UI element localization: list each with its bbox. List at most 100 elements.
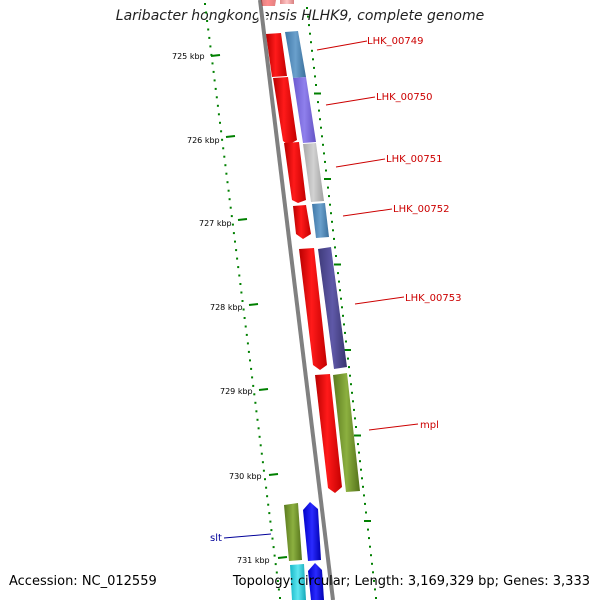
scale-dot: [271, 537, 274, 540]
genome-backbone: [258, 0, 335, 600]
cds-feature[interactable]: [293, 205, 311, 239]
cds-feature[interactable]: [293, 77, 316, 143]
scale-dot: [331, 220, 333, 223]
scale-dot: [364, 520, 371, 522]
scale-dot: [265, 486, 268, 489]
scale-dot: [272, 546, 275, 549]
scale-dot: [329, 203, 331, 206]
scale-dot: [229, 206, 232, 209]
outer-minor-ticks: [306, 7, 377, 599]
cds-feature[interactable]: [303, 502, 321, 561]
scale-dot: [268, 512, 271, 515]
scale-dot: [358, 451, 360, 454]
scale-tick: 726 kbp: [187, 135, 236, 145]
gene-label-text: slt: [210, 533, 222, 544]
cds-feature[interactable]: [280, 0, 294, 4]
gene-label-text: LHK_00750: [376, 92, 432, 103]
scale-dot: [323, 152, 325, 155]
gene-label-mpl[interactable]: mpl: [368, 420, 439, 431]
scale-dot: [251, 376, 254, 379]
cds-feature[interactable]: [318, 247, 347, 369]
scale-dot: [315, 84, 317, 86]
scale-dot: [320, 126, 322, 129]
cds-feature[interactable]: [308, 563, 324, 600]
cds-feature[interactable]: [312, 203, 329, 238]
gene-label-lhk-00753[interactable]: LHK_00753: [354, 293, 461, 305]
cds-feature[interactable]: [333, 373, 360, 492]
scale-dot: [207, 28, 210, 31]
gene-label-slt[interactable]: slt: [210, 533, 272, 544]
scale-dot: [367, 528, 369, 531]
scale-dot: [253, 393, 256, 396]
cds-feature[interactable]: [261, 0, 276, 6]
scale-dot: [250, 367, 253, 370]
scale-dot: [318, 109, 320, 112]
scale-dot: [212, 70, 215, 73]
cds-feature[interactable]: [299, 248, 327, 370]
scale-dot: [273, 554, 276, 557]
scale-dot: [344, 349, 351, 351]
cds-track-reverse: [280, 0, 360, 600]
cds-feature[interactable]: [315, 374, 342, 493]
scale-dot: [252, 384, 255, 387]
scale-tick-label: 725 kbp: [172, 52, 205, 61]
cds-feature[interactable]: [290, 564, 306, 600]
scale-dot: [210, 53, 213, 56]
scale-dot: [345, 340, 347, 343]
scale-dot: [224, 164, 227, 167]
gene-label-lhk-00749[interactable]: LHK_00749: [316, 36, 423, 51]
cds-feature[interactable]: [284, 142, 306, 203]
scale-dot: [206, 20, 209, 22]
scale-tick-label: 730 kbp: [229, 472, 262, 481]
scale-dot: [243, 317, 246, 319]
scale-dot: [344, 331, 346, 334]
scale-dot: [309, 32, 311, 35]
scale-dot: [261, 461, 264, 464]
scale-dot: [317, 101, 319, 104]
scale-dot: [342, 314, 344, 317]
scale-dot: [223, 155, 226, 158]
scale-tick: 729 kbp: [220, 387, 269, 396]
scale-dot: [339, 289, 341, 292]
scale-tick: 730 kbp: [229, 472, 279, 481]
scale-dot: [307, 15, 309, 18]
scale-dot: [363, 494, 365, 497]
scale-dot: [270, 529, 273, 532]
scale-dot: [220, 130, 223, 133]
scale-dot: [266, 495, 269, 498]
gene-label-lhk-00750[interactable]: LHK_00750: [325, 92, 432, 106]
scale-dot: [213, 79, 216, 82]
scale-tick-label: 729 kbp: [220, 387, 253, 396]
cds-feature[interactable]: [284, 503, 302, 561]
scale-dot: [372, 571, 374, 574]
scale-dot: [234, 240, 236, 243]
scale-dot: [260, 452, 263, 455]
scale-dot: [343, 323, 345, 326]
gene-label-lhk-00752[interactable]: LHK_00752: [342, 204, 449, 217]
scale-dot: [222, 147, 225, 150]
scale-dot: [246, 342, 249, 345]
scale-dot: [308, 24, 310, 27]
cds-feature[interactable]: [266, 33, 287, 77]
scale-dot: [364, 502, 366, 505]
scale-dot: [319, 118, 321, 121]
gene-label-lhk-00751[interactable]: LHK_00751: [335, 154, 442, 168]
scale-dot: [255, 410, 258, 413]
scale-dot: [357, 443, 359, 446]
gene-label-text: LHK_00752: [393, 204, 449, 215]
scale-dot: [362, 485, 364, 488]
cds-feature[interactable]: [285, 31, 306, 78]
scale-dot: [205, 11, 208, 14]
cds-feature[interactable]: [303, 143, 324, 202]
scale-dot: [259, 444, 262, 447]
scale-dot: [240, 291, 243, 294]
scale-tick-label: 728 kbp: [210, 303, 243, 312]
scale-dot: [211, 62, 214, 65]
cds-feature[interactable]: [273, 77, 297, 145]
scale-dot: [360, 468, 362, 471]
scale-dot: [242, 308, 245, 311]
scale-dot: [226, 181, 229, 184]
scale-dot: [257, 427, 260, 430]
scale-dot: [313, 66, 315, 69]
scale-dot: [244, 325, 247, 328]
